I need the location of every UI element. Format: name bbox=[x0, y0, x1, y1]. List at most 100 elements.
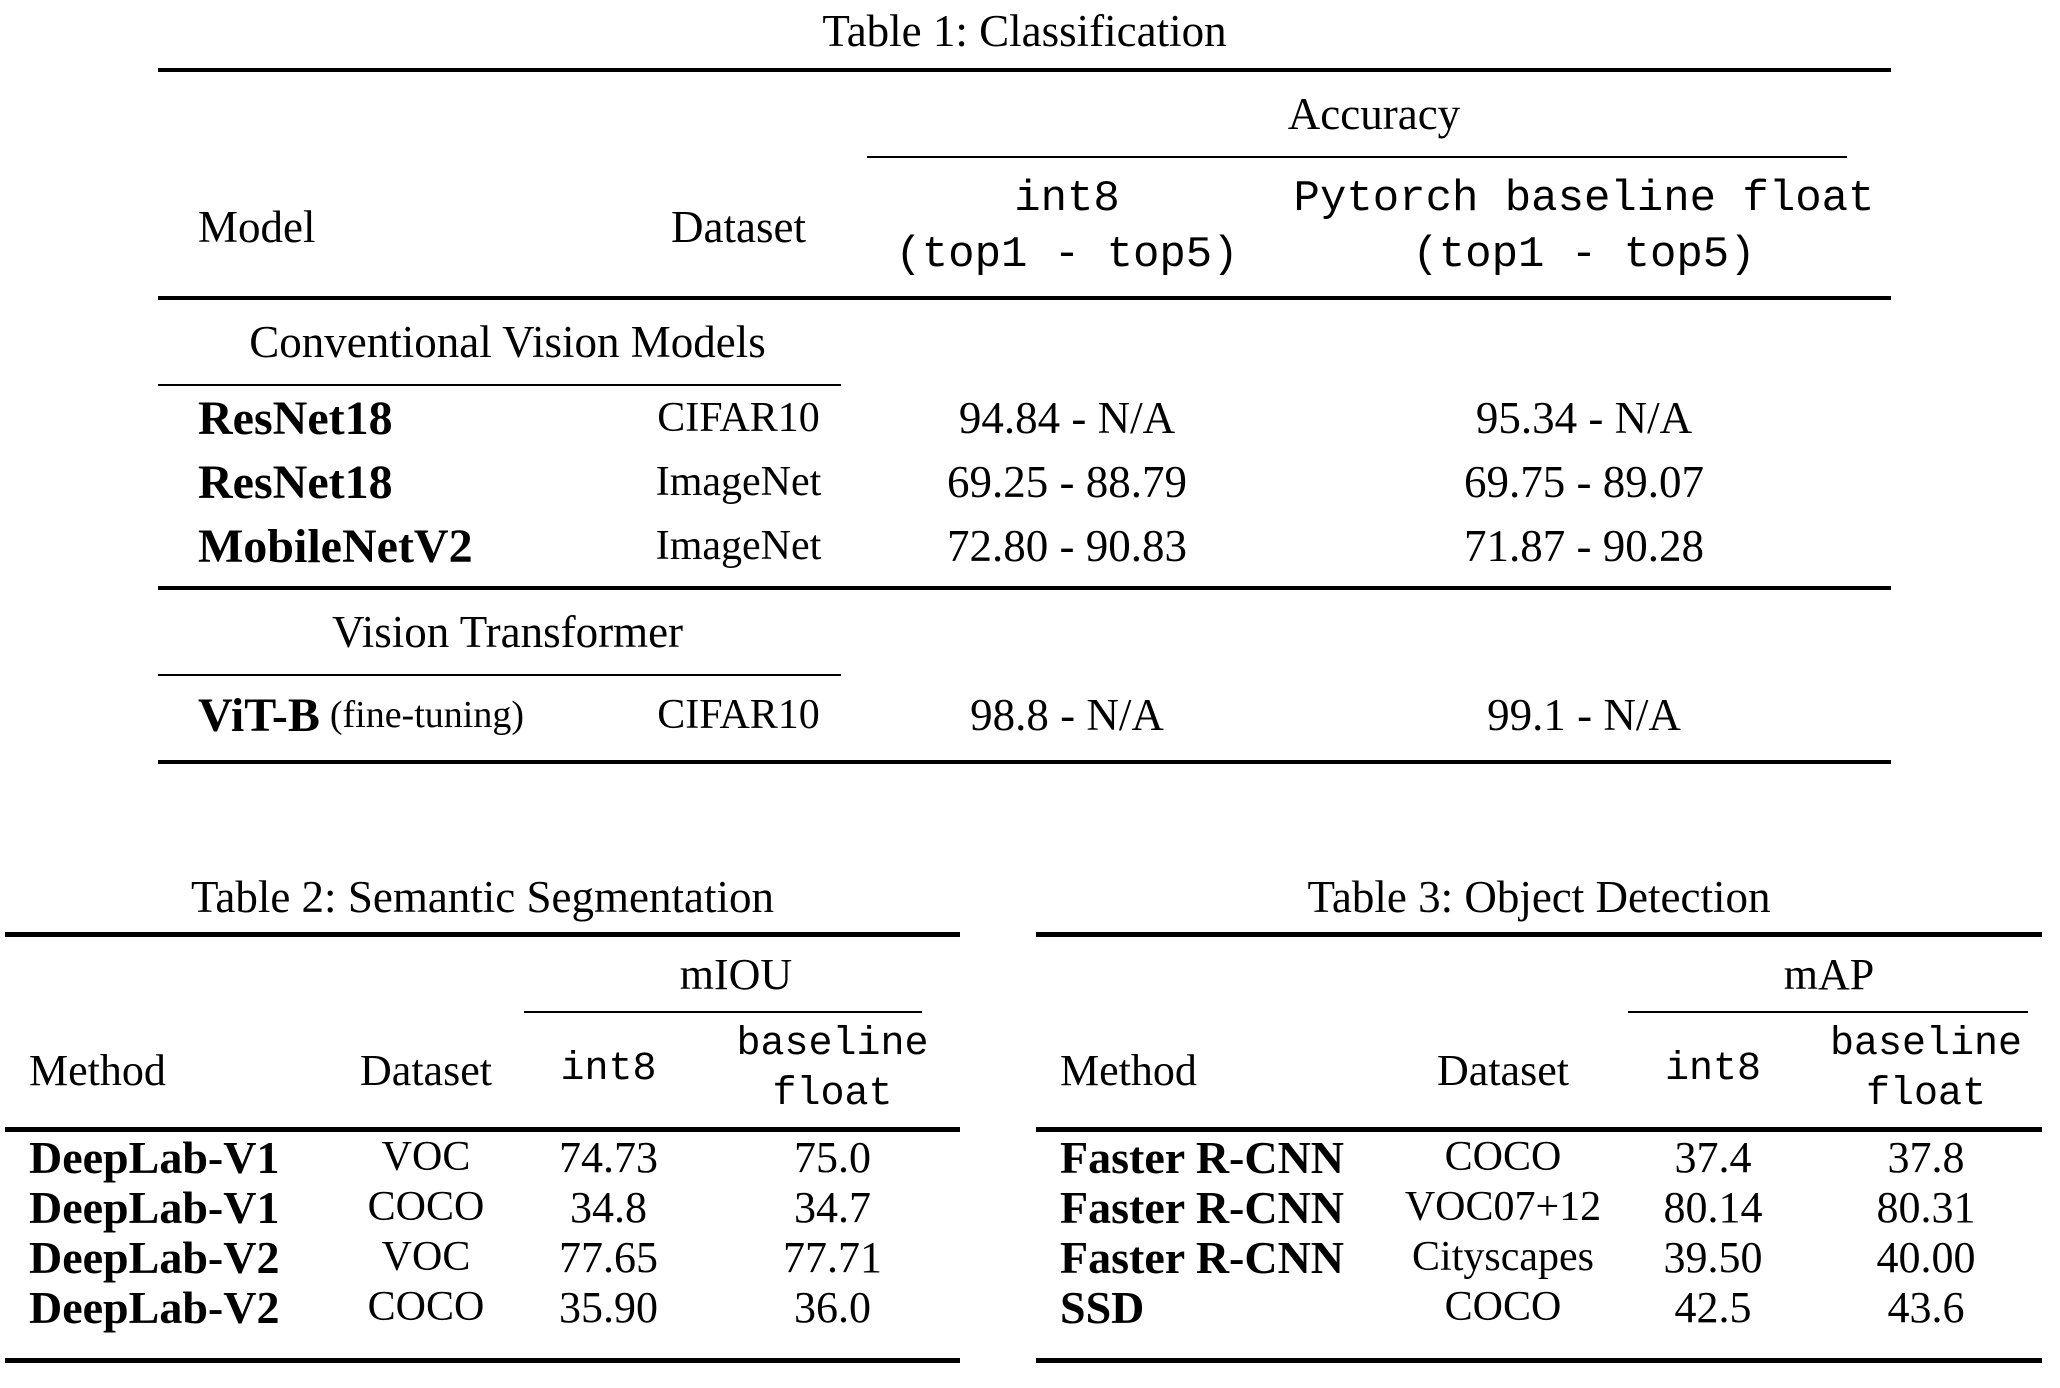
column-header-int8: int8 bbox=[1664, 1047, 1761, 1092]
int8-header-line2: (top1 - top5) bbox=[895, 230, 1239, 280]
dataset-cell: CIFAR10 bbox=[657, 692, 820, 738]
table1-classification: Table 1: Classification Accuracy Model D… bbox=[158, 4, 1891, 764]
dataset-cell: VOC bbox=[381, 1134, 471, 1180]
baseline-header-line1: baseline bbox=[1829, 1022, 2023, 1067]
table2-semantic-segmentation: Table 2: Semantic Segmentation mIOU Meth… bbox=[5, 870, 960, 1363]
float-map-cell: 37.8 bbox=[1887, 1132, 1965, 1182]
int8-accuracy-cell: 69.25 - 88.79 bbox=[947, 457, 1187, 507]
map-underline-rule bbox=[1628, 1011, 2028, 1013]
int8-map-cell: 39.50 bbox=[1663, 1232, 1763, 1282]
int8-miou-cell: 77.65 bbox=[559, 1232, 658, 1282]
float-miou-cell: 36.0 bbox=[794, 1282, 871, 1332]
dataset-cell: VOC07+12 bbox=[1404, 1184, 1602, 1230]
method-cell: SSD bbox=[1060, 1281, 1145, 1333]
int8-map-cell: 80.14 bbox=[1663, 1182, 1763, 1232]
table3-grid: mAP Method Dataset int8 baseline float F… bbox=[1036, 932, 2042, 1363]
baseline-header-line1: baseline bbox=[736, 1022, 929, 1067]
int8-accuracy-cell: 94.84 - N/A bbox=[958, 393, 1176, 443]
spacer-cell bbox=[857, 590, 1891, 674]
miou-underline-rule bbox=[524, 1011, 922, 1013]
float-accuracy-cell: 71.87 - 90.28 bbox=[1464, 521, 1704, 571]
accuracy-underline-rule bbox=[867, 156, 1847, 158]
model-name: MobileNetV2 bbox=[198, 519, 473, 573]
model-cell: ViT-B (fine-tuning) bbox=[158, 676, 620, 754]
spacer bbox=[158, 578, 1891, 586]
model-name: ViT-B bbox=[198, 688, 320, 742]
int8-accuracy-cell: 72.80 - 90.83 bbox=[947, 521, 1187, 571]
float-accuracy-cell: 99.1 - N/A bbox=[1487, 690, 1681, 740]
map-group-header: mAP bbox=[1783, 949, 1875, 999]
spacer-cell bbox=[857, 300, 1891, 384]
method-cell: Faster R-CNN bbox=[1060, 1181, 1345, 1233]
spacer-cell bbox=[158, 72, 857, 156]
float-accuracy-cell: 95.34 - N/A bbox=[1475, 393, 1693, 443]
model-cell: ResNet18 bbox=[158, 386, 620, 450]
section-underline-rule bbox=[158, 384, 841, 386]
column-header-baseline-float: baseline float bbox=[1810, 1013, 2042, 1127]
section-divider-rule bbox=[158, 586, 1891, 590]
accuracy-group-header: Accuracy bbox=[1287, 89, 1461, 139]
miou-group-header: mIOU bbox=[679, 949, 793, 999]
float-map-cell: 40.00 bbox=[1876, 1232, 1976, 1282]
dataset-cell: VOC bbox=[381, 1234, 471, 1280]
top-rule bbox=[158, 68, 1891, 72]
int8-map-cell: 37.4 bbox=[1674, 1132, 1752, 1182]
model-name: ResNet18 bbox=[198, 391, 393, 445]
column-header-dataset: Dataset bbox=[360, 1045, 492, 1095]
top-rule bbox=[5, 932, 960, 937]
section-title-conventional: Conventional Vision Models bbox=[249, 317, 766, 367]
pytorch-header-line2: (top1 - top5) bbox=[1412, 230, 1756, 280]
table3-caption: Table 3: Object Detection bbox=[1307, 872, 1771, 922]
method-cell: DeepLab-V1 bbox=[29, 1131, 280, 1183]
baseline-header-line2: float bbox=[772, 1072, 893, 1117]
bottom-rule bbox=[1036, 1358, 2042, 1363]
column-header-pytorch-baseline: Pytorch baseline float (top1 - top5) bbox=[1277, 158, 1891, 296]
table2-grid: mIOU Method Dataset int8 baseline float … bbox=[5, 932, 960, 1363]
int8-miou-cell: 74.73 bbox=[559, 1132, 658, 1182]
method-cell: Faster R-CNN bbox=[1060, 1131, 1345, 1183]
dataset-cell: ImageNet bbox=[655, 523, 822, 569]
dataset-cell: ImageNet bbox=[655, 459, 822, 505]
column-header-method: Method bbox=[29, 1045, 166, 1095]
float-miou-cell: 77.71 bbox=[783, 1232, 882, 1282]
dataset-cell: COCO bbox=[1444, 1284, 1562, 1330]
spacer-cell bbox=[1036, 937, 1616, 1011]
float-map-cell: 43.6 bbox=[1887, 1282, 1965, 1332]
dataset-cell: COCO bbox=[1444, 1134, 1562, 1180]
spacer bbox=[1036, 1332, 2042, 1358]
dataset-cell: CIFAR10 bbox=[657, 395, 820, 441]
float-map-cell: 80.31 bbox=[1876, 1182, 1976, 1232]
bottom-rule bbox=[5, 1358, 960, 1363]
table2-caption: Table 2: Semantic Segmentation bbox=[191, 872, 774, 922]
method-cell: Faster R-CNN bbox=[1060, 1231, 1345, 1283]
section-title-vision-transformer: Vision Transformer bbox=[331, 607, 684, 657]
float-miou-cell: 34.7 bbox=[794, 1182, 871, 1232]
top-rule bbox=[1036, 932, 2042, 937]
method-cell: DeepLab-V2 bbox=[29, 1281, 280, 1333]
column-header-method: Method bbox=[1060, 1045, 1197, 1095]
column-header-model: Model bbox=[198, 202, 316, 252]
model-suffix: (fine-tuning) bbox=[329, 694, 524, 736]
dataset-cell: COCO bbox=[367, 1284, 485, 1330]
method-cell: DeepLab-V2 bbox=[29, 1231, 280, 1283]
float-accuracy-cell: 69.75 - 89.07 bbox=[1464, 457, 1704, 507]
header-rule bbox=[5, 1127, 960, 1132]
dataset-cell: COCO bbox=[367, 1184, 485, 1230]
method-cell: DeepLab-V1 bbox=[29, 1181, 280, 1233]
table1-grid: Accuracy Model Dataset int8 (top1 - top5… bbox=[158, 68, 1891, 764]
section-underline-rule bbox=[158, 674, 841, 676]
baseline-header-line2: float bbox=[1865, 1072, 1987, 1117]
dataset-cell: Cityscapes bbox=[1412, 1234, 1594, 1280]
column-header-int8: int8 (top1 - top5) bbox=[857, 158, 1277, 296]
column-header-baseline-float: baseline float bbox=[705, 1013, 960, 1127]
column-header-dataset: Dataset bbox=[671, 202, 806, 252]
bottom-rule bbox=[158, 760, 1891, 764]
model-name: ResNet18 bbox=[198, 455, 393, 509]
header-rule bbox=[158, 296, 1891, 300]
int8-map-cell: 42.5 bbox=[1674, 1282, 1752, 1332]
int8-miou-cell: 34.8 bbox=[570, 1182, 647, 1232]
int8-accuracy-cell: 98.8 - N/A bbox=[970, 690, 1164, 740]
header-rule bbox=[1036, 1127, 2042, 1132]
spacer bbox=[5, 1332, 960, 1358]
